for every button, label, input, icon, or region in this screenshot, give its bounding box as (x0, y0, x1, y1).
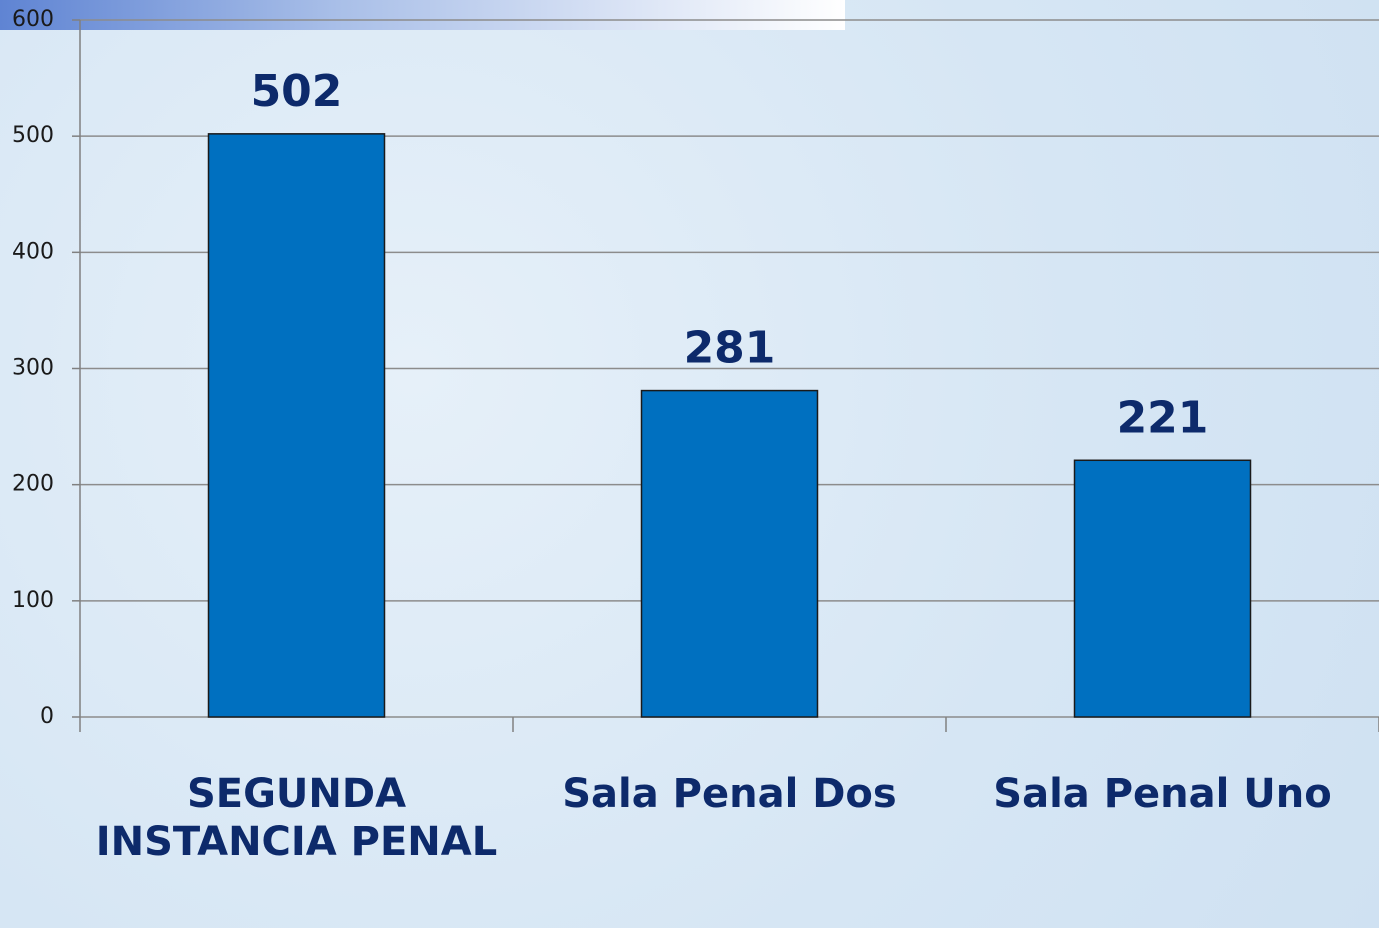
x-tick-label: SEGUNDA INSTANCIA PENAL (95, 771, 498, 865)
y-tick-label: 200 (12, 472, 54, 497)
data-label: 221 (1117, 392, 1209, 443)
data-label: 502 (251, 66, 343, 117)
y-tick-label: 400 (12, 239, 54, 264)
y-tick-label: 300 (12, 356, 54, 381)
x-tick-label: Sala Penal Dos (562, 771, 897, 817)
y-tick-label: 0 (40, 704, 54, 729)
y-tick-label: 500 (12, 123, 54, 148)
y-tick-label: 600 (12, 7, 54, 32)
bar (640, 389, 819, 718)
data-label: 281 (684, 323, 776, 374)
bar (1073, 459, 1252, 718)
bar (207, 133, 386, 718)
x-tick-label: Sala Penal Uno (993, 771, 1332, 817)
header-strip (0, 0, 845, 30)
y-tick-label: 100 (12, 588, 54, 613)
